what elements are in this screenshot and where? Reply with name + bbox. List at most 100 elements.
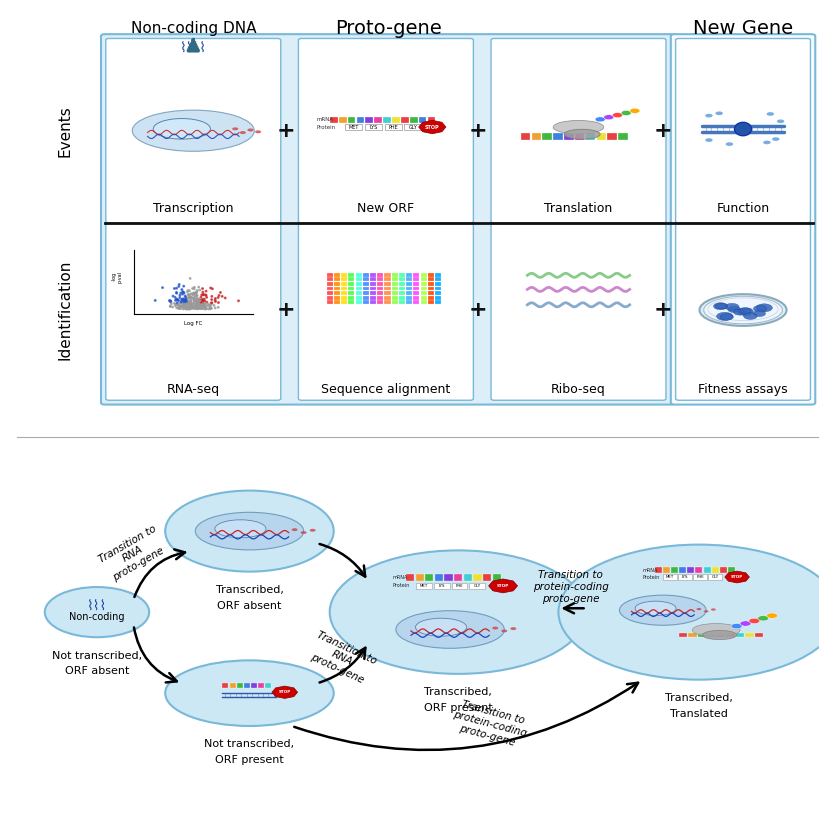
Point xyxy=(201,298,215,311)
Point xyxy=(168,282,181,295)
Point xyxy=(198,301,212,314)
Bar xyxy=(679,567,686,573)
Point xyxy=(183,297,196,310)
Point xyxy=(182,288,196,301)
Point xyxy=(189,301,202,314)
Bar xyxy=(399,296,405,300)
Point xyxy=(173,291,186,304)
Bar xyxy=(553,133,563,140)
Point xyxy=(182,291,196,304)
Bar xyxy=(265,683,271,688)
Point xyxy=(172,299,186,312)
Bar xyxy=(521,133,530,140)
Point xyxy=(178,300,191,313)
Point xyxy=(177,302,191,315)
Bar xyxy=(663,567,670,573)
Point xyxy=(192,296,206,309)
Point xyxy=(199,285,212,298)
Ellipse shape xyxy=(132,110,254,151)
Point xyxy=(187,281,201,294)
Point xyxy=(181,288,195,301)
Text: STOP: STOP xyxy=(278,690,291,695)
Point xyxy=(168,291,181,304)
Bar xyxy=(243,683,250,688)
Text: ORF absent: ORF absent xyxy=(64,666,130,677)
Circle shape xyxy=(753,305,767,312)
Bar xyxy=(401,117,409,123)
Point xyxy=(170,287,183,300)
Text: MET: MET xyxy=(349,125,359,130)
Text: Function: Function xyxy=(716,203,770,215)
Point xyxy=(196,293,210,306)
Text: Not transcribed,: Not transcribed, xyxy=(52,651,142,661)
Text: +: + xyxy=(469,121,487,140)
Point xyxy=(197,301,211,314)
Point xyxy=(184,291,197,304)
Circle shape xyxy=(713,303,728,310)
Point xyxy=(189,297,202,310)
Ellipse shape xyxy=(564,129,600,140)
Bar xyxy=(370,273,376,277)
Bar xyxy=(428,296,434,300)
Point xyxy=(209,292,222,305)
Point xyxy=(198,302,212,315)
Point xyxy=(176,300,190,313)
Circle shape xyxy=(772,137,779,141)
Point xyxy=(193,294,206,307)
Bar xyxy=(716,633,726,637)
Bar xyxy=(413,282,420,286)
Point xyxy=(192,300,206,314)
Point xyxy=(204,282,217,295)
Point xyxy=(169,294,182,307)
Bar xyxy=(370,291,376,295)
Bar xyxy=(385,287,390,291)
Point xyxy=(190,286,203,299)
Text: LYS: LYS xyxy=(439,584,445,588)
Point xyxy=(192,296,206,310)
Point xyxy=(198,294,212,307)
Bar xyxy=(399,300,405,305)
Bar xyxy=(406,296,412,300)
Ellipse shape xyxy=(619,595,706,626)
Point xyxy=(190,294,203,307)
Point xyxy=(192,281,206,294)
Bar xyxy=(357,117,364,123)
Point xyxy=(179,292,192,305)
Point xyxy=(178,296,191,310)
Bar xyxy=(435,287,441,291)
Point xyxy=(199,288,212,301)
Text: PHE: PHE xyxy=(389,125,398,130)
Point xyxy=(194,298,207,311)
Point xyxy=(208,301,222,314)
Point xyxy=(197,299,211,312)
Bar xyxy=(375,117,382,123)
Point xyxy=(163,294,176,307)
Bar xyxy=(327,277,333,282)
Ellipse shape xyxy=(708,298,778,320)
Point xyxy=(182,291,196,305)
Bar xyxy=(421,296,426,300)
Bar xyxy=(428,287,434,291)
Bar xyxy=(363,300,369,305)
Text: Log FC: Log FC xyxy=(184,321,202,326)
Bar xyxy=(363,287,369,291)
Point xyxy=(199,297,212,310)
Circle shape xyxy=(613,112,623,117)
Text: +: + xyxy=(654,121,672,140)
Point xyxy=(172,301,186,314)
Bar xyxy=(341,300,347,305)
Point xyxy=(176,302,190,315)
Point xyxy=(204,301,217,314)
Bar xyxy=(363,273,369,277)
FancyBboxPatch shape xyxy=(491,223,666,401)
Point xyxy=(163,295,176,308)
Point xyxy=(186,291,199,305)
Point xyxy=(191,293,204,306)
Point xyxy=(171,293,184,306)
Text: Protein: Protein xyxy=(316,125,335,130)
Point xyxy=(205,296,218,310)
Circle shape xyxy=(492,626,498,630)
Bar xyxy=(399,287,405,291)
Bar xyxy=(327,273,333,277)
Text: LYS: LYS xyxy=(370,125,378,130)
